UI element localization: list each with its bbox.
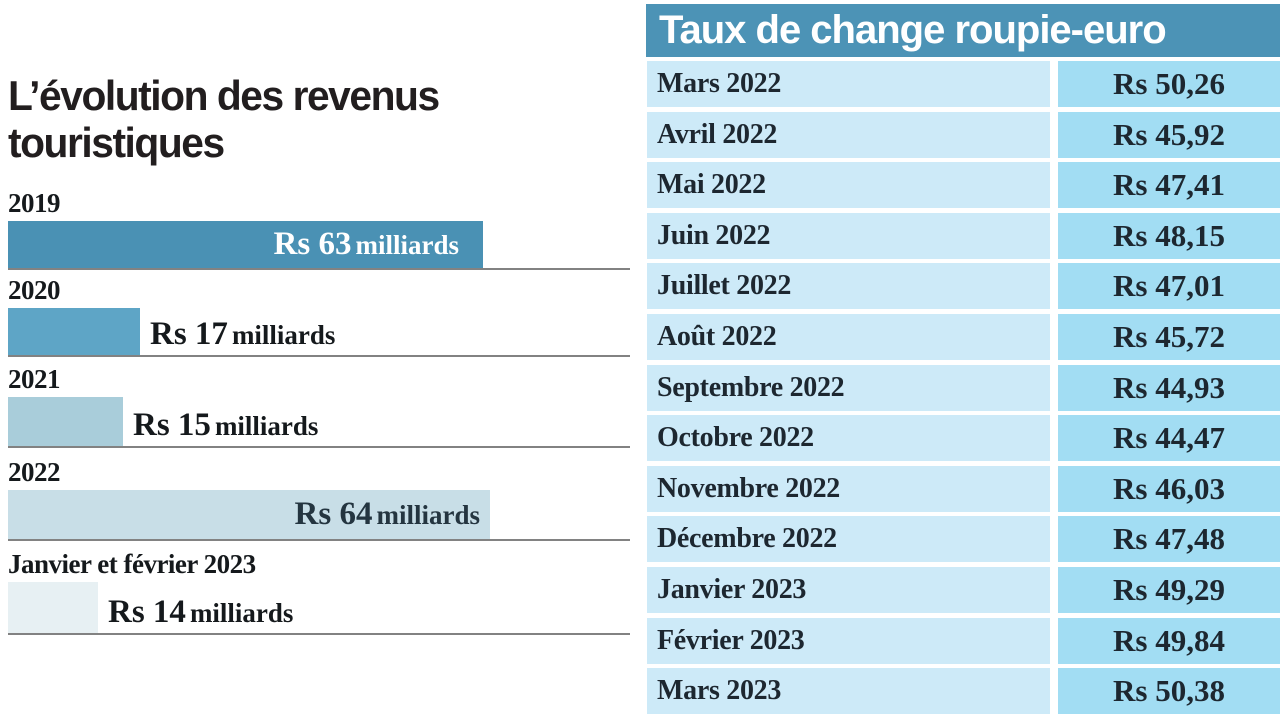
revenue-value: Rs 63 milliards: [274, 228, 483, 261]
rate-cell: Rs 50,26: [1058, 61, 1280, 107]
bar-underline: Rs 17 milliards: [8, 308, 630, 357]
table-row: Juin 2022 Rs 48,15: [647, 212, 1280, 259]
table-row: Septembre 2022 Rs 44,93: [647, 364, 1280, 411]
chart-row: Janvier et février 2023 Rs 14 milliards: [8, 551, 630, 635]
revenue-value: Rs 17 milliards: [150, 318, 335, 355]
table-row: Août 2022 Rs 45,72: [647, 313, 1280, 360]
chart-row: 2022 Rs 64 milliards: [8, 459, 630, 541]
year-label: Janvier et février 2023: [8, 549, 256, 579]
table-row: Décembre 2022 Rs 47,48: [647, 516, 1280, 563]
rate-cell: Rs 44,47: [1058, 415, 1280, 462]
rate-cell: Rs 49,29: [1058, 566, 1280, 613]
rate-cell: Rs 47,41: [1058, 162, 1280, 209]
chart-row: 2019 Rs 63 milliards: [8, 190, 630, 270]
revenue-amount: Rs 63: [273, 226, 352, 262]
month-cell: Juin 2022: [647, 212, 1050, 259]
rate-cell: Rs 49,84: [1058, 617, 1280, 664]
chart-title-line1: L’évolution des revenus: [8, 72, 440, 119]
year-label: 2022: [8, 457, 61, 487]
revenue-bar: [8, 397, 123, 446]
chart-title-line2: touristiques: [8, 119, 225, 166]
rate-cell: Rs 47,48: [1058, 516, 1280, 563]
month-cell: Mars 2023: [647, 668, 1050, 715]
revenue-value: Rs 15 milliards: [133, 409, 318, 446]
revenue-bar: [8, 308, 140, 355]
rate-cell: Rs 45,92: [1058, 111, 1280, 158]
table-row: Mai 2022 Rs 47,41: [647, 162, 1280, 209]
rate-cell: Rs 50,38: [1058, 668, 1280, 715]
bar-underline: Rs 63 milliards: [8, 221, 630, 270]
rate-cell: Rs 44,93: [1058, 364, 1280, 411]
chart-row: 2020 Rs 17 milliards: [8, 277, 630, 357]
table-row: Mars 2023 Rs 50,38: [647, 668, 1280, 715]
revenue-unit: milliards: [189, 598, 294, 628]
year-label: 2019: [8, 188, 61, 218]
month-cell: Août 2022: [647, 313, 1050, 360]
revenue-amount: Rs 64: [294, 496, 373, 532]
revenue-value: Rs 14 milliards: [108, 596, 293, 633]
month-cell: Septembre 2022: [647, 364, 1050, 411]
bar-underline: Rs 64 milliards: [8, 490, 630, 541]
year-label: 2021: [8, 364, 61, 394]
table-row: Avril 2022 Rs 45,92: [647, 111, 1280, 158]
month-cell: Décembre 2022: [647, 516, 1050, 563]
revenue-unit: milliards: [376, 500, 480, 530]
chart-title: L’évolution des revenus touristiques: [8, 72, 590, 166]
revenue-amount: Rs 15: [133, 407, 211, 443]
table-title: Taux de change roupie-euro: [646, 4, 1280, 57]
chart-row: 2021 Rs 15 milliards: [8, 366, 630, 448]
table-row: Juillet 2022 Rs 47,01: [647, 263, 1280, 310]
revenue-unit: milliards: [231, 320, 336, 350]
revenue-value: Rs 64 milliards: [295, 498, 490, 531]
revenue-bar: Rs 64 milliards: [8, 490, 490, 539]
revenue-amount: Rs 14: [108, 594, 186, 630]
month-cell: Juillet 2022: [647, 263, 1050, 310]
revenue-unit: milliards: [214, 411, 319, 441]
month-cell: Octobre 2022: [647, 415, 1050, 462]
table-row: Mars 2022 Rs 50,26: [647, 61, 1280, 107]
revenue-unit: milliards: [355, 230, 459, 260]
rate-cell: Rs 46,03: [1058, 465, 1280, 512]
rate-cell: Rs 47,01: [1058, 263, 1280, 310]
table-row: Février 2023 Rs 49,84: [647, 617, 1280, 664]
table-row: Octobre 2022 Rs 44,47: [647, 415, 1280, 462]
table-rows: Mars 2022 Rs 50,26 Avril 2022 Rs 45,92 Mai…: [647, 61, 1280, 715]
month-cell: Avril 2022: [647, 111, 1050, 158]
month-cell: Mars 2022: [647, 61, 1050, 107]
rate-cell: Rs 45,72: [1058, 313, 1280, 360]
month-cell: Mai 2022: [647, 162, 1050, 209]
month-cell: Février 2023: [647, 617, 1050, 664]
table-row: Novembre 2022 Rs 46,03: [647, 465, 1280, 512]
bar-underline: Rs 14 milliards: [8, 582, 630, 635]
revenue-bar: [8, 582, 98, 633]
month-cell: Novembre 2022: [647, 465, 1050, 512]
year-label: 2020: [8, 275, 61, 305]
rate-cell: Rs 48,15: [1058, 212, 1280, 259]
revenue-bar: Rs 63 milliards: [8, 221, 483, 268]
month-cell: Janvier 2023: [647, 566, 1050, 613]
bar-underline: Rs 15 milliards: [8, 397, 630, 448]
table-row: Janvier 2023 Rs 49,29: [647, 566, 1280, 613]
revenue-amount: Rs 17: [150, 316, 228, 352]
